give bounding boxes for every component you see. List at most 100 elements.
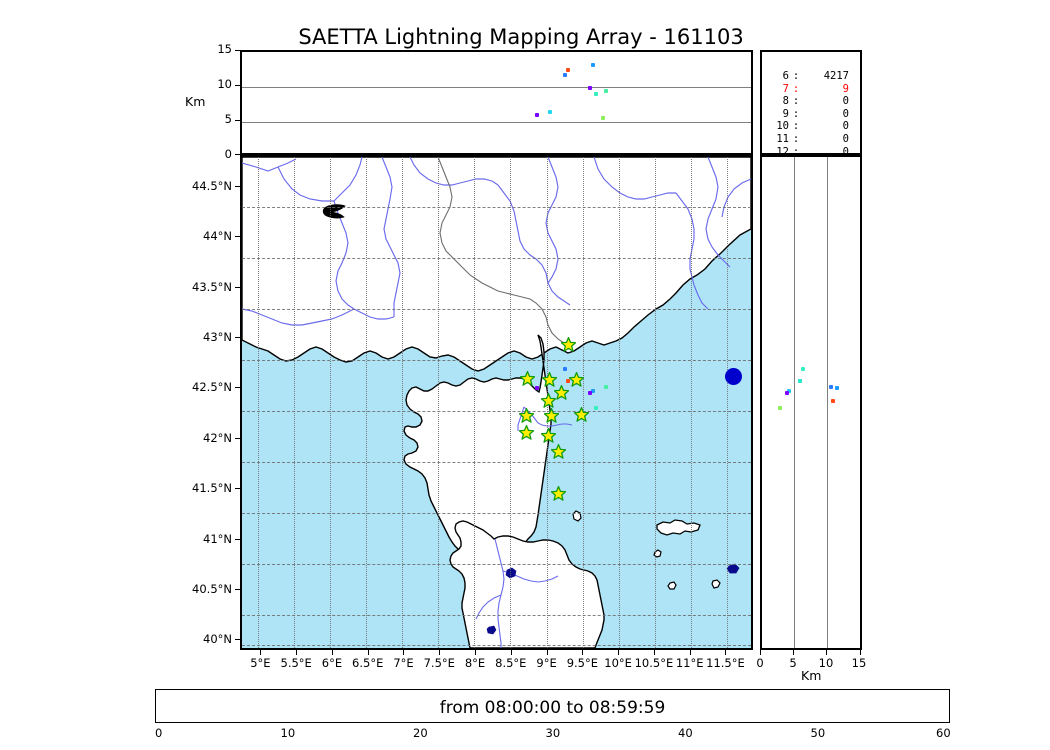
map-lon-tickmark: [618, 650, 620, 655]
map-lon-tickmark: [653, 650, 655, 655]
mainland-borders: [437, 157, 571, 347]
map-graticule-lon: [293, 157, 295, 648]
map-lon-tickmark: [510, 650, 512, 655]
station-star-icon: [551, 486, 567, 502]
map-graticule-lon: [690, 157, 692, 648]
map-lat-tick: 40.5°N: [192, 582, 232, 597]
top-panel-point: [562, 72, 567, 77]
station-count-legend-rows: 6:4217 7:9 8:0 9:0 10:0 11:0 12:0: [763, 70, 859, 158]
map-graticule-lat: [242, 614, 751, 616]
map-source-point: [565, 378, 570, 383]
legend-row: 9: 0: [763, 108, 859, 121]
colorbar-tick: 0: [155, 726, 163, 740]
right-tick-15: 15: [851, 656, 867, 670]
map-graticule-lon: [654, 157, 656, 648]
station-star-icon: [540, 393, 556, 409]
right-panel-point: [831, 398, 836, 403]
map-graticule-lat: [242, 207, 751, 209]
map-graticule-lon: [257, 157, 259, 648]
map-lat-tickmark: [235, 589, 240, 591]
map-lon-tickmark: [475, 650, 477, 655]
legend-station-count: 8: [782, 95, 789, 108]
right-panel-point: [828, 384, 833, 389]
map-lon-tick: 9.5°E: [566, 656, 598, 670]
legend-station-count: 10: [776, 120, 789, 133]
map-graticule-lon: [618, 157, 620, 648]
right-tickmark-15: [860, 650, 861, 655]
map-graticule-lat: [242, 360, 751, 361]
legend-station-count: 11: [776, 132, 789, 145]
station-star-icon: [554, 385, 570, 401]
legend-row: 12: 0: [763, 146, 859, 159]
map-lat-tickmark: [235, 488, 240, 490]
legend-separator: :: [792, 107, 800, 120]
legend-separator: :: [792, 70, 800, 82]
pianosa-island: [667, 581, 677, 590]
top-tickmark-0: [235, 154, 240, 155]
legend-source-count: 0: [842, 145, 849, 158]
legend-source-count: 4217: [823, 70, 849, 82]
corsica-landmass: [403, 334, 552, 567]
map-source-marker: [725, 368, 743, 386]
elba-island: [656, 519, 701, 536]
colorbar-tick: 60: [936, 726, 951, 740]
station-star-icon: [518, 424, 535, 440]
page-title: SAETTA Lightning Mapping Array - 161103: [0, 25, 1050, 49]
map-lat-tick: 42°N: [203, 430, 232, 445]
tuscan-lagoon: [726, 563, 740, 574]
map-lat-tickmark: [235, 185, 240, 187]
map-lat-tickmark: [235, 437, 240, 439]
time-colorbar[interactable]: [155, 689, 950, 723]
map-lon-tick: 11.5°E: [706, 656, 745, 670]
legend-source-count: 9: [842, 82, 849, 95]
map-lon-tick: 9°E: [536, 656, 557, 670]
right-tick-10: 10: [818, 656, 834, 670]
legend-row: 8: 0: [763, 95, 859, 108]
station-star-icon: [519, 371, 536, 387]
right-panel-axis-label: Km: [801, 668, 822, 683]
map-lat-tickmark: [235, 387, 240, 389]
top-panel-point: [601, 116, 606, 120]
legend-separator: :: [792, 95, 800, 108]
colorbar-tick: 30: [545, 726, 561, 740]
top-panel-point: [565, 68, 570, 72]
map-lat-tick: 41°N: [203, 531, 232, 546]
map-lon-tickmark: [546, 650, 548, 655]
legend-station-count: 6: [782, 70, 789, 82]
map-lon-tickmark: [403, 650, 405, 655]
map-lat-tick: 40°N: [203, 632, 232, 647]
map-lat-tick: 43.5°N: [192, 279, 232, 294]
map-lon-tick: 7.5°E: [423, 656, 455, 670]
map-graticule-lat: [242, 645, 751, 646]
station-star-icon: [518, 407, 534, 423]
top-panel-point: [547, 110, 552, 114]
map-graticule-lat: [242, 461, 751, 463]
map-lon-tickmark: [260, 650, 262, 655]
right-panel-point: [778, 406, 783, 411]
map-lon-tickmark: [367, 650, 369, 655]
top-panel-point: [535, 113, 540, 118]
map-lon-tick: 7°E: [393, 656, 414, 670]
colorbar-tick: 40: [678, 726, 693, 740]
map-lon-tick: 6°E: [321, 656, 343, 670]
right-altitude-panel: [760, 155, 862, 650]
legend-separator: :: [792, 132, 800, 145]
map-geography: [242, 157, 751, 648]
map-source-point: [604, 384, 609, 389]
map-source-point: [535, 385, 540, 390]
top-panel-gridline-5km: [242, 122, 751, 123]
legend-row: 11: 0: [763, 133, 859, 146]
map-graticule-lon: [402, 157, 404, 648]
top-panel-point: [604, 89, 609, 94]
map-graticule-lat: [242, 512, 751, 514]
map-lat-tickmark: [235, 236, 240, 238]
montecristo-island: [711, 579, 721, 589]
colorbar-tick: 20: [413, 726, 428, 740]
right-tickmark-10: [826, 650, 827, 655]
legend-row: 10: 0: [763, 120, 859, 133]
map-graticule-lon: [582, 157, 584, 648]
top-panel-point: [591, 62, 596, 67]
map-lon-tickmark: [296, 650, 298, 655]
map-graticule-lon: [366, 157, 367, 648]
